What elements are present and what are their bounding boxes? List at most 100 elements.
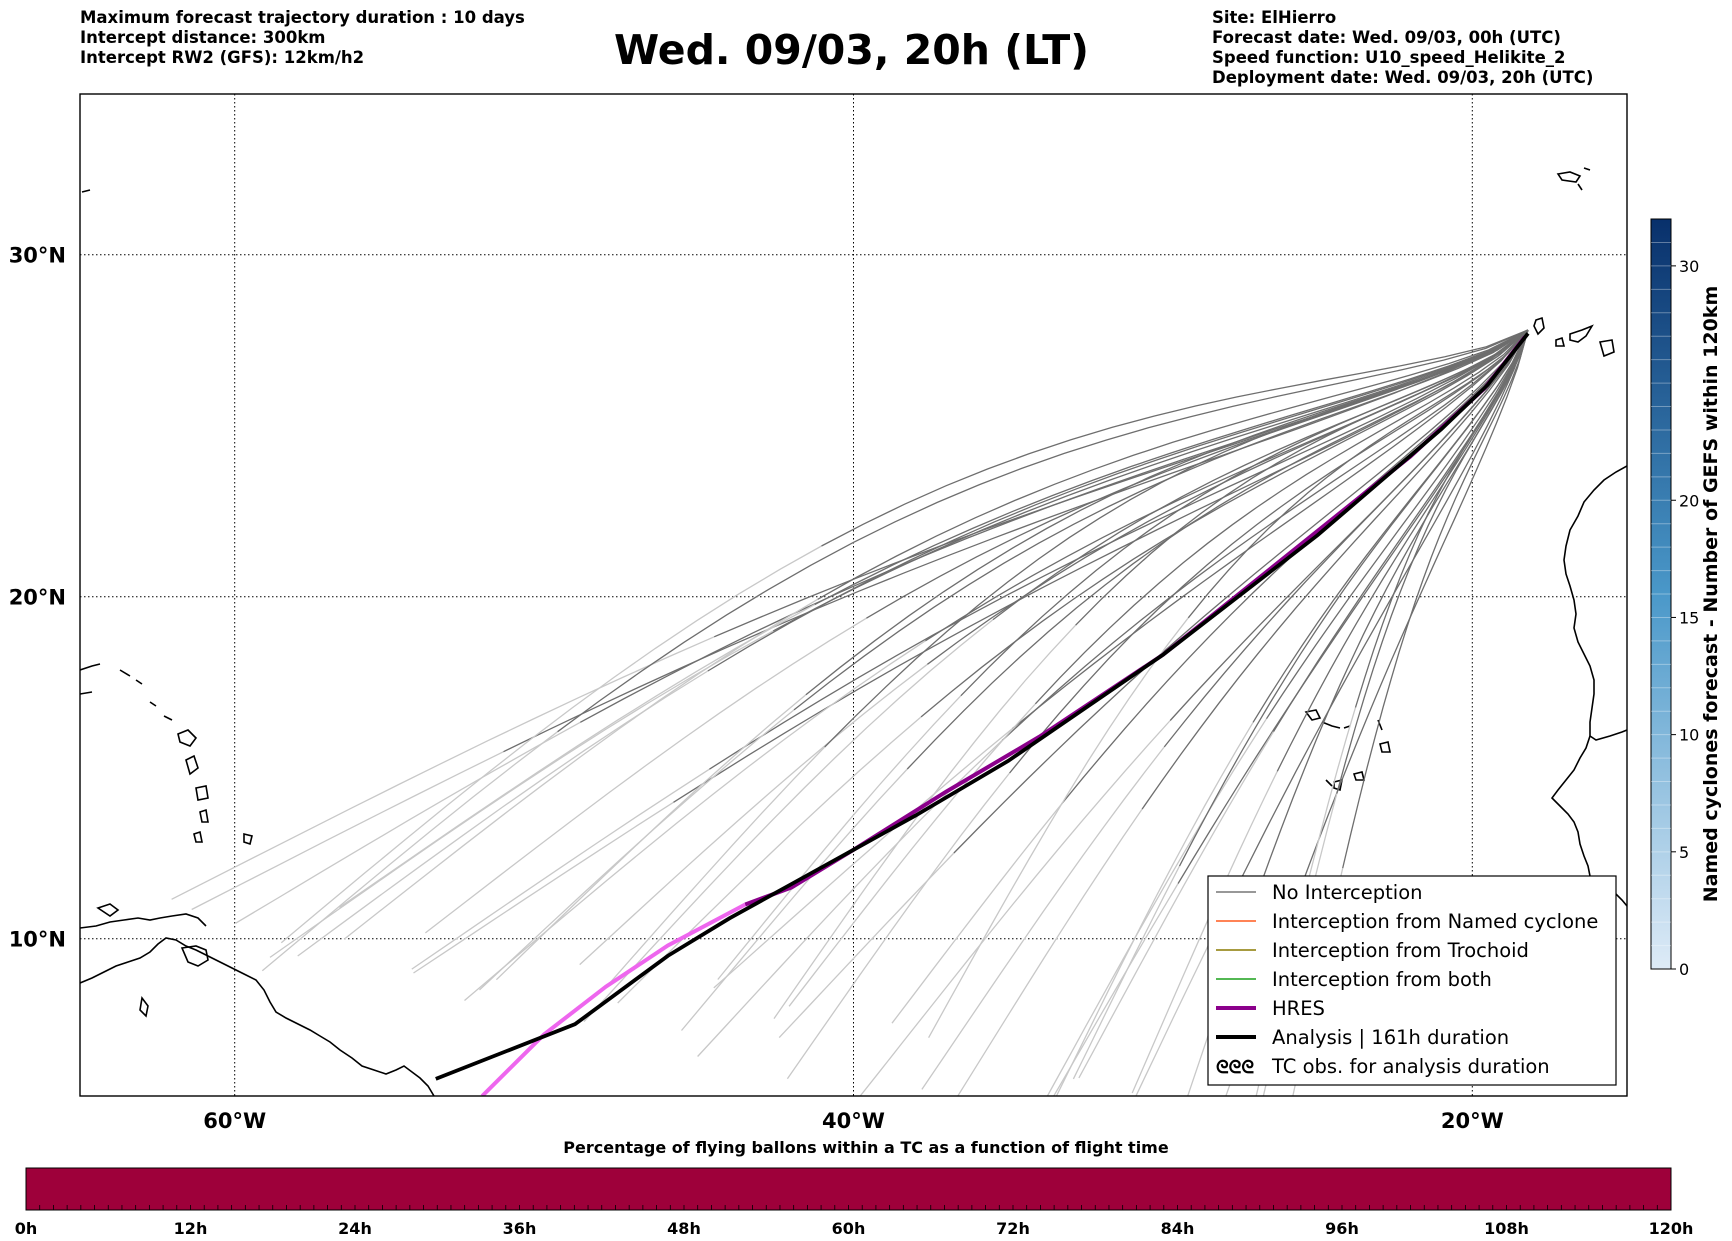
trajectory-no-interception (906, 329, 1529, 770)
legend-label: TC obs. for analysis duration (1271, 1055, 1550, 1078)
trajectory-late-segment (191, 751, 504, 911)
trajectory-late-segment (235, 721, 581, 924)
trajectory-late-segment (713, 728, 1013, 989)
colorbar-right-bands (1651, 241, 1671, 947)
trajectory-late-segment (610, 746, 826, 983)
coast-bermuda (81, 189, 91, 193)
trajectory-late-segment (1131, 771, 1278, 1094)
colorbar-bottom: Percentage of flying ballons within a TC… (15, 1138, 1694, 1238)
coast-south-america (80, 937, 435, 1096)
highlighted-trajectories (435, 332, 1530, 1096)
legend-label: Analysis | 161h duration (1272, 1026, 1509, 1049)
coast-antilles-1 (177, 729, 198, 747)
coast-madeira (1556, 167, 1591, 183)
colorbar-bottom-tick-label: 48h (667, 1219, 701, 1238)
colorbar-bottom-minor-ticks (39, 1205, 1658, 1210)
trajectory-no-interception (960, 329, 1529, 697)
trajectory-no-interception (1075, 329, 1529, 626)
trajectory-late-segment (1053, 883, 1179, 1096)
trajectory-late-segment (171, 636, 715, 900)
trajectory-no-interception (503, 329, 1529, 753)
trajectory-no-interception (1276, 329, 1529, 772)
trajectory-late-segment (717, 695, 962, 980)
trajectory-late-segment (859, 720, 1171, 1096)
legend-label: HRES (1272, 997, 1325, 1020)
lat-label: 20°N (9, 586, 66, 610)
trajectory-analysis (435, 332, 1530, 1081)
trajectory-late-segment (928, 617, 1189, 1039)
trajectory-no-interception (707, 329, 1529, 672)
trajectory-late-segment (579, 663, 928, 966)
coast-antilles-5 (193, 830, 203, 843)
legend-label: Interception from Named cyclone (1272, 910, 1598, 933)
trajectory-late-segment (891, 803, 1063, 1024)
colorbar-bottom-tick-label: 12h (174, 1219, 208, 1238)
colorbar-right-tick-label: 15 (1679, 608, 1699, 627)
colorbar-right-gradient (1650, 218, 1672, 970)
colorbar-right-tick-label: 30 (1679, 257, 1699, 276)
trajectory-no-interception (1354, 329, 1529, 708)
coast-antilles-6 (243, 832, 253, 846)
trajectory-no-interception (1336, 329, 1529, 794)
legend-label: Interception from Trochoid (1272, 939, 1529, 962)
trajectory-late-segment (957, 808, 1143, 1096)
trajectory-no-interception (709, 329, 1529, 770)
trajectory-late-segment (1055, 721, 1254, 1096)
colorbar-right-label: Named cyclones forecast - Number of GEFS… (1700, 286, 1722, 903)
coast-caribbean-island-2 (139, 996, 149, 1018)
trajectory-late-segment (413, 801, 674, 974)
header-intercept-rw2: Intercept RW2 (GFS): 12km/h2 (80, 48, 365, 67)
legend-items: No Interception Interception from Named c… (1216, 881, 1598, 1078)
trajectory-no-interception (1240, 329, 1529, 879)
ensemble-trajectories (171, 329, 1529, 1096)
legend: No Interception Interception from Named c… (1207, 875, 1617, 1086)
trajectory-no-interception (821, 329, 1529, 547)
colorbar-bottom-tick-label: 72h (996, 1219, 1030, 1238)
colorbar-bottom-tick-label: 96h (1325, 1219, 1359, 1238)
trajectory-no-interception (953, 329, 1529, 854)
header-site: Site: ElHierro (1212, 8, 1337, 27)
trajectory-no-interception (1009, 329, 1529, 774)
trajectory-late-segment (338, 604, 816, 909)
coast-capeverde-5 (1325, 778, 1344, 792)
trajectory-no-interception (824, 329, 1529, 748)
trajectory-late-segment (786, 772, 1011, 1080)
trajectory-no-interception (1272, 329, 1529, 732)
trajectory-late-segment (583, 619, 994, 1023)
page-title: Wed. 09/03, 20h (LT) (614, 26, 1090, 74)
legend-label: Interception from both (1272, 968, 1492, 991)
coast-canary-2 (1555, 336, 1566, 347)
colorbar-bottom-ticks: 0h 12h 24h 36h 48h 60h 72h 84h 96h 108h 120h (15, 1219, 1694, 1238)
trajectory-no-interception (772, 329, 1529, 632)
trajectory-no-interception (1034, 329, 1529, 705)
trajectory-no-interception (1265, 329, 1529, 720)
trajectory-no-interception (1342, 329, 1529, 869)
coast-antilles-8 (119, 669, 173, 721)
header-duration: Maximum forecast trajectory duration : 1… (80, 8, 525, 27)
coast-madeira-2 (1577, 183, 1583, 191)
tc-obs-icon: ᘓᘓᘓ (1216, 1057, 1254, 1078)
trajectory-late-segment (681, 768, 908, 1031)
trajectory-hres-late (480, 902, 747, 1096)
header-deployment-date: Deployment date: Wed. 09/03, 20h (UTC) (1212, 68, 1594, 87)
map-axis-labels: 30°N 20°N 10°N 60°W 40°W 20°W (9, 244, 1504, 1133)
trajectory-no-interception (920, 329, 1529, 718)
colorbar-bottom-tick-label: 60h (832, 1219, 866, 1238)
trajectory-late-segment (411, 768, 710, 970)
trajectory-no-interception (866, 329, 1529, 619)
header-info-right: Site: ElHierro Forecast date: Wed. 09/03… (1212, 8, 1593, 88)
colorbar-bottom-bar (25, 1167, 1672, 1211)
header-info-left: Maximum forecast trajectory duration : 1… (80, 8, 525, 68)
trajectory-late-segment (261, 731, 558, 972)
coast-canary-3 (1569, 324, 1594, 343)
coast-capeverde-4 (1379, 741, 1391, 753)
trajectory-late-segment (479, 709, 795, 991)
trajectory-late-segment (464, 640, 926, 1001)
coast-capeverde-1 (1304, 709, 1322, 721)
colorbar-bottom-tick-label: 24h (338, 1219, 372, 1238)
lon-label: 60°W (203, 1109, 266, 1133)
lon-label: 40°W (822, 1109, 885, 1133)
coast-antilles-3 (195, 785, 209, 801)
trajectory-no-interception (557, 329, 1529, 733)
trajectory-no-interception (1011, 329, 1529, 730)
